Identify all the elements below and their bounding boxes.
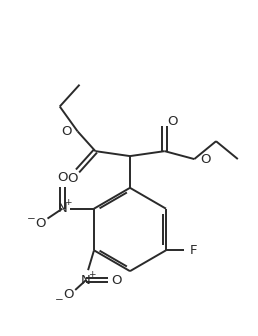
Text: N: N	[58, 202, 67, 215]
Text: −: −	[55, 295, 64, 305]
Text: O: O	[57, 171, 68, 184]
Text: N: N	[81, 274, 91, 287]
Text: +: +	[64, 198, 72, 207]
Text: O: O	[63, 288, 74, 301]
Text: O: O	[167, 115, 178, 128]
Text: −: −	[27, 214, 36, 223]
Text: O: O	[111, 274, 122, 287]
Text: +: +	[88, 269, 96, 279]
Text: F: F	[190, 244, 197, 257]
Text: O: O	[35, 217, 46, 230]
Text: O: O	[200, 153, 211, 166]
Text: O: O	[67, 172, 78, 185]
Text: O: O	[61, 125, 72, 138]
